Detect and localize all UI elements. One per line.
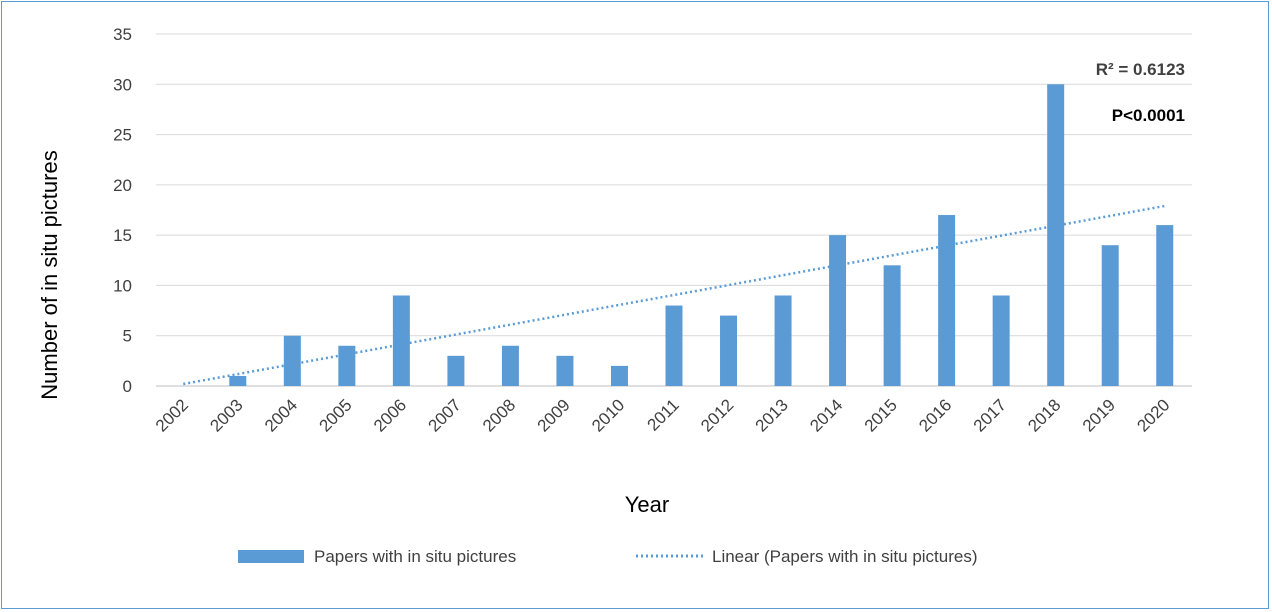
x-tick-label: 2018 bbox=[1024, 395, 1064, 435]
y-tick-label: 10 bbox=[113, 276, 132, 295]
x-tick-label: 2019 bbox=[1079, 395, 1119, 435]
x-tick-label: 2008 bbox=[479, 395, 519, 435]
x-tick-label: 2010 bbox=[588, 395, 628, 435]
x-tick-label: 2017 bbox=[970, 395, 1010, 435]
bar-2017 bbox=[992, 295, 1010, 386]
x-axis-title: Year bbox=[625, 492, 669, 517]
legend-trend-label: Linear (Papers with in situ pictures) bbox=[712, 547, 978, 566]
trendline-line bbox=[183, 204, 1165, 386]
x-tick-label: 2007 bbox=[425, 395, 465, 435]
gridlines bbox=[156, 33, 1192, 387]
bar-2006 bbox=[392, 295, 410, 386]
bar-2012 bbox=[720, 315, 738, 386]
bar-2008 bbox=[501, 345, 519, 386]
bar-2013 bbox=[774, 295, 792, 386]
trendline bbox=[183, 204, 1165, 386]
r-squared-annotation: R² = 0.6123 bbox=[1096, 60, 1185, 79]
bar-2003 bbox=[229, 375, 247, 386]
bar-2009 bbox=[556, 355, 574, 386]
bars bbox=[229, 84, 1174, 387]
x-tick-label: 2012 bbox=[697, 395, 737, 435]
bar-2018 bbox=[1047, 84, 1065, 387]
bar-2011 bbox=[665, 305, 683, 386]
bar-2015 bbox=[883, 265, 901, 386]
y-tick-label: 5 bbox=[123, 327, 132, 346]
y-tick-label: 30 bbox=[113, 75, 132, 94]
bar-2020 bbox=[1156, 225, 1174, 386]
y-tick-label: 25 bbox=[113, 126, 132, 145]
x-tick-label: 2015 bbox=[861, 395, 901, 435]
y-tick-label: 0 bbox=[123, 377, 132, 396]
y-tick-label: 20 bbox=[113, 176, 132, 195]
x-tick-label: 2006 bbox=[370, 395, 410, 435]
x-tick-label: 2002 bbox=[152, 395, 192, 435]
p-value-annotation: P<0.0001 bbox=[1112, 106, 1185, 125]
bar-2005 bbox=[338, 345, 356, 386]
x-tick-label: 2020 bbox=[1133, 395, 1173, 435]
bar-2016 bbox=[938, 215, 956, 386]
legend-bar-label: Papers with in situ pictures bbox=[314, 547, 516, 566]
bar-2004 bbox=[283, 335, 301, 386]
bar-2014 bbox=[829, 235, 847, 386]
x-tick-label: 2011 bbox=[644, 395, 683, 434]
y-tick-label: 35 bbox=[113, 25, 132, 44]
legend-bar-swatch bbox=[238, 550, 304, 563]
x-tick-label: 2013 bbox=[752, 395, 792, 435]
legend: Papers with in situ pictures Linear (Pap… bbox=[238, 547, 978, 566]
y-axis-ticks: 0 5 10 15 20 25 30 35 bbox=[113, 25, 132, 396]
x-tick-label: 2005 bbox=[315, 395, 355, 435]
bar-2010 bbox=[610, 365, 628, 386]
x-tick-label: 2016 bbox=[915, 395, 955, 435]
x-tick-label: 2014 bbox=[806, 395, 846, 435]
bar-2019 bbox=[1101, 245, 1119, 386]
x-tick-label: 2003 bbox=[206, 395, 246, 435]
y-tick-label: 15 bbox=[113, 226, 132, 245]
x-axis-ticks: 2002 2003 2004 2005 2006 2007 2008 2009 2010 2011… bbox=[152, 395, 1174, 435]
x-tick-label: 2004 bbox=[261, 395, 301, 435]
bar-2007 bbox=[447, 355, 465, 386]
y-axis-title: Number of in situ pictures bbox=[37, 150, 62, 399]
x-tick-label: 2009 bbox=[534, 395, 574, 435]
